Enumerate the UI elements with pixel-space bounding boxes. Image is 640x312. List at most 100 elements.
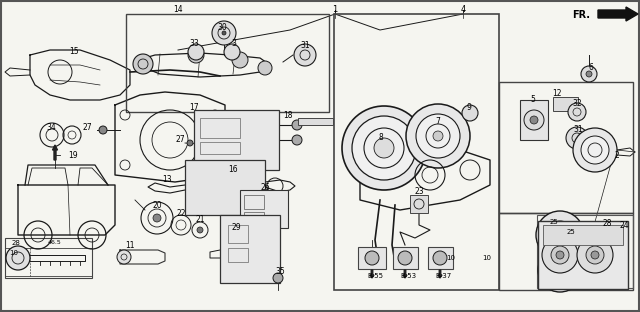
Text: 15: 15 bbox=[69, 47, 79, 56]
Text: 10: 10 bbox=[10, 250, 19, 256]
Circle shape bbox=[365, 251, 379, 265]
Bar bbox=[538, 221, 628, 289]
Text: 25: 25 bbox=[566, 229, 575, 235]
Circle shape bbox=[547, 257, 573, 283]
Bar bbox=[200, 142, 240, 154]
Circle shape bbox=[581, 136, 609, 164]
Bar bbox=[543, 225, 623, 245]
Text: B-37: B-37 bbox=[436, 273, 452, 279]
Circle shape bbox=[273, 273, 283, 283]
Bar bbox=[553, 97, 578, 111]
Text: 18: 18 bbox=[284, 110, 292, 119]
Bar bbox=[520, 100, 548, 140]
Bar bbox=[334, 14, 499, 290]
Text: 10: 10 bbox=[447, 255, 456, 261]
Bar bbox=[126, 14, 329, 112]
Circle shape bbox=[433, 131, 443, 141]
Text: 6: 6 bbox=[589, 64, 593, 72]
Circle shape bbox=[188, 47, 204, 63]
Circle shape bbox=[586, 246, 604, 264]
Bar bbox=[358, 247, 386, 269]
Text: 13: 13 bbox=[162, 175, 172, 184]
FancyArrow shape bbox=[598, 7, 638, 21]
Text: 32: 32 bbox=[572, 100, 582, 109]
Circle shape bbox=[197, 227, 203, 233]
Text: 9: 9 bbox=[467, 103, 472, 111]
Bar bbox=[410, 195, 428, 213]
Circle shape bbox=[99, 126, 107, 134]
Circle shape bbox=[292, 120, 302, 130]
Circle shape bbox=[398, 251, 412, 265]
Text: 10: 10 bbox=[483, 255, 492, 261]
Circle shape bbox=[581, 66, 597, 82]
Circle shape bbox=[433, 251, 447, 265]
Text: 20: 20 bbox=[152, 201, 162, 209]
Circle shape bbox=[556, 251, 564, 259]
Text: 46.5: 46.5 bbox=[48, 241, 62, 246]
Text: 27: 27 bbox=[175, 134, 185, 144]
Circle shape bbox=[551, 246, 569, 264]
Text: 8: 8 bbox=[379, 133, 383, 142]
Circle shape bbox=[117, 250, 131, 264]
Text: 3: 3 bbox=[232, 40, 236, 48]
Text: 21: 21 bbox=[195, 216, 205, 225]
Text: 29: 29 bbox=[231, 223, 241, 232]
Bar bbox=[228, 248, 248, 262]
Circle shape bbox=[133, 54, 153, 74]
Text: 31: 31 bbox=[573, 125, 583, 134]
Bar bbox=[428, 247, 453, 269]
Circle shape bbox=[530, 116, 538, 124]
Circle shape bbox=[546, 221, 574, 249]
Circle shape bbox=[294, 44, 316, 66]
Text: 28: 28 bbox=[12, 240, 20, 246]
Bar bbox=[5, 238, 92, 278]
Bar bbox=[220, 215, 280, 283]
Circle shape bbox=[406, 104, 470, 168]
Circle shape bbox=[224, 44, 240, 60]
Circle shape bbox=[538, 248, 582, 292]
Text: 17: 17 bbox=[189, 103, 199, 111]
Text: 25: 25 bbox=[550, 219, 558, 225]
Text: 1: 1 bbox=[332, 6, 338, 14]
Text: 5: 5 bbox=[531, 95, 536, 105]
Circle shape bbox=[222, 31, 226, 35]
Text: 19: 19 bbox=[68, 150, 78, 159]
Circle shape bbox=[577, 237, 613, 273]
Bar bbox=[244, 195, 264, 209]
Bar bbox=[244, 212, 264, 222]
Text: FR.: FR. bbox=[572, 10, 590, 20]
Circle shape bbox=[416, 114, 460, 158]
Circle shape bbox=[568, 103, 586, 121]
FancyArrow shape bbox=[438, 270, 442, 278]
Bar bbox=[298, 118, 333, 125]
FancyArrow shape bbox=[403, 270, 407, 278]
Circle shape bbox=[232, 52, 248, 68]
Circle shape bbox=[566, 127, 588, 149]
Circle shape bbox=[153, 214, 161, 222]
Bar bbox=[200, 118, 240, 138]
Bar bbox=[240, 190, 288, 228]
Circle shape bbox=[536, 211, 584, 259]
Text: 23: 23 bbox=[414, 187, 424, 196]
Text: 26: 26 bbox=[260, 183, 270, 193]
Circle shape bbox=[462, 105, 478, 121]
FancyArrow shape bbox=[52, 145, 58, 160]
Text: 7: 7 bbox=[436, 118, 440, 126]
Text: 31: 31 bbox=[300, 41, 310, 51]
Circle shape bbox=[292, 135, 302, 145]
Circle shape bbox=[188, 44, 204, 60]
Text: 24: 24 bbox=[619, 222, 629, 231]
Text: 35: 35 bbox=[275, 267, 285, 276]
Bar bbox=[393, 247, 418, 269]
Circle shape bbox=[542, 237, 578, 273]
Circle shape bbox=[374, 138, 394, 158]
Circle shape bbox=[573, 128, 617, 172]
Bar bbox=[194, 110, 279, 170]
Text: B-55: B-55 bbox=[367, 273, 383, 279]
Text: 22: 22 bbox=[176, 208, 186, 217]
Circle shape bbox=[6, 246, 30, 270]
Circle shape bbox=[586, 71, 592, 77]
Text: 12: 12 bbox=[552, 90, 562, 99]
Text: 2: 2 bbox=[614, 150, 620, 159]
Circle shape bbox=[212, 21, 236, 45]
